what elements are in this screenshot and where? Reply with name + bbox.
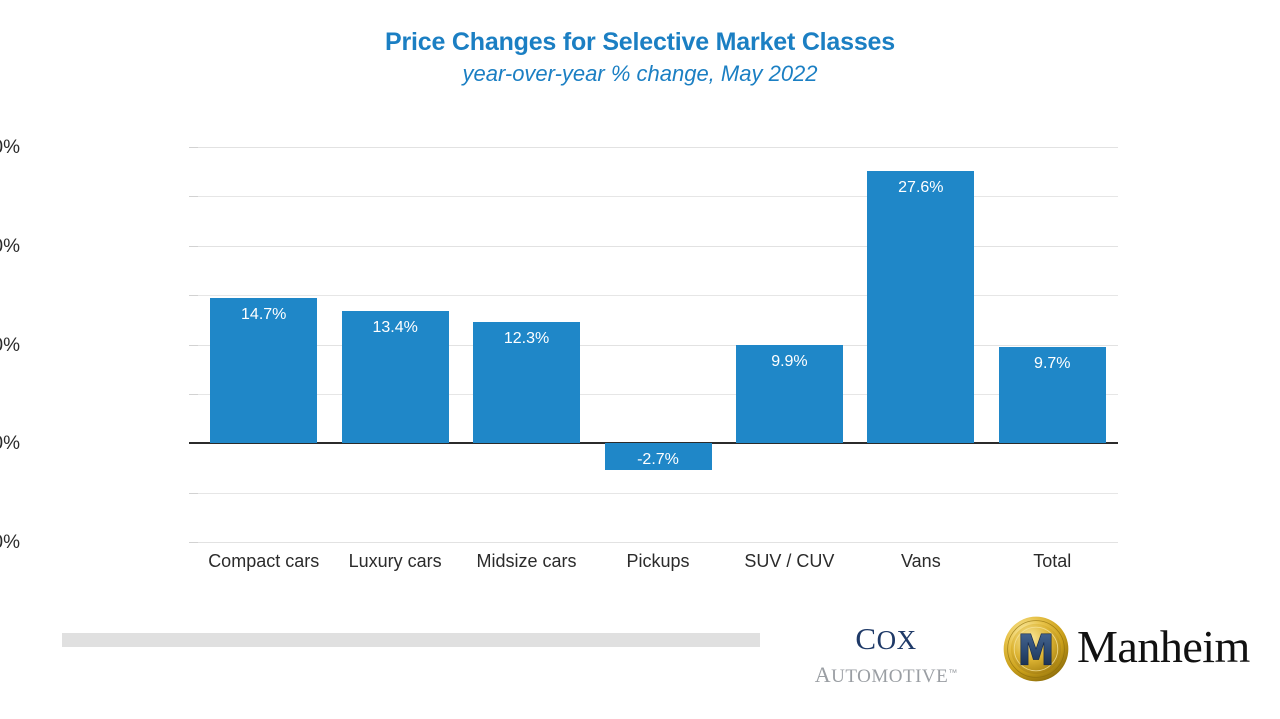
gridline	[198, 245, 1118, 247]
axis-tick	[189, 196, 198, 198]
gridline	[198, 147, 1118, 148]
trademark-icon: ™	[948, 667, 958, 678]
gridline	[198, 344, 1118, 346]
bar-value-label: 9.9%	[771, 353, 808, 371]
x-axis-category-label: Pickups	[626, 551, 690, 571]
bar: 27.6%	[867, 170, 975, 444]
chart-subtitle: year-over-year % change, May 2022	[462, 60, 818, 86]
axis-tick	[189, 542, 198, 543]
x-axis-category-label: Vans	[901, 551, 941, 571]
gridline	[198, 542, 1118, 543]
x-axis-category-label: Midsize cars	[476, 551, 577, 571]
axis-tick	[189, 492, 198, 494]
gridline	[198, 492, 1118, 494]
x-axis-category-label: SUV / CUV	[744, 551, 835, 571]
bar-value-label: 13.4%	[372, 318, 418, 336]
cox-logo-wordmark-bottom: Automotive	[814, 653, 949, 689]
bar-value-label: 27.6%	[898, 178, 944, 196]
bar: 14.7%	[210, 298, 318, 444]
axis-tick	[189, 344, 198, 346]
bar: 9.9%	[735, 345, 843, 444]
y-axis-tick-label: 10%	[0, 334, 20, 356]
gridline	[198, 295, 1118, 297]
x-axis-category-label: Luxury cars	[348, 551, 442, 571]
bar-value-label: 14.7%	[241, 306, 287, 324]
bar: -2.7%	[604, 443, 712, 470]
axis-tick	[189, 147, 198, 148]
manheim-badge-icon	[1003, 616, 1069, 682]
axis-tick	[189, 393, 198, 395]
bar-value-label: -2.7%	[637, 451, 679, 469]
bar: 12.3%	[473, 321, 581, 444]
chart-title-block: Price Changes for Selective Market Class…	[0, 28, 1280, 87]
footer-divider-bar	[62, 633, 760, 647]
axis-tick	[189, 295, 198, 297]
gridline	[198, 393, 1118, 395]
y-axis-tick-label: 30%	[0, 137, 20, 158]
bar: 13.4%	[341, 310, 449, 444]
bar: 9.7%	[998, 347, 1106, 444]
bar-chart-plot-area: 30% 20% 10% 0% -10% 14.7% 13.4% 12.3% -2.7% 9.9%…	[0, 138, 1118, 570]
cox-automotive-logo: Cox Automotive™	[788, 614, 984, 687]
x-axis-category-label: Compact cars	[208, 551, 320, 571]
x-axis-category-label: Total	[1033, 551, 1072, 571]
manheim-logo: Manheim	[1003, 612, 1261, 686]
y-axis-tick-label: 0%	[0, 433, 20, 455]
bar-value-label: 9.7%	[1034, 355, 1071, 373]
y-axis-tick-label: 20%	[0, 235, 20, 257]
cox-logo-wordmark-top: Cox	[855, 610, 917, 659]
footer: Cox Automotive™	[0, 600, 1280, 719]
cox-logo-wordmark-bottom-row: Automotive™	[788, 656, 984, 687]
bar-value-label: 12.3%	[503, 329, 550, 347]
manheim-wordmark: Manheim	[1077, 621, 1250, 672]
y-axis-tick-label: -10%	[0, 532, 20, 553]
axis-tick	[189, 245, 198, 247]
gridline	[198, 196, 1118, 198]
page-title: Price Changes for Selective Market Class…	[385, 28, 895, 56]
